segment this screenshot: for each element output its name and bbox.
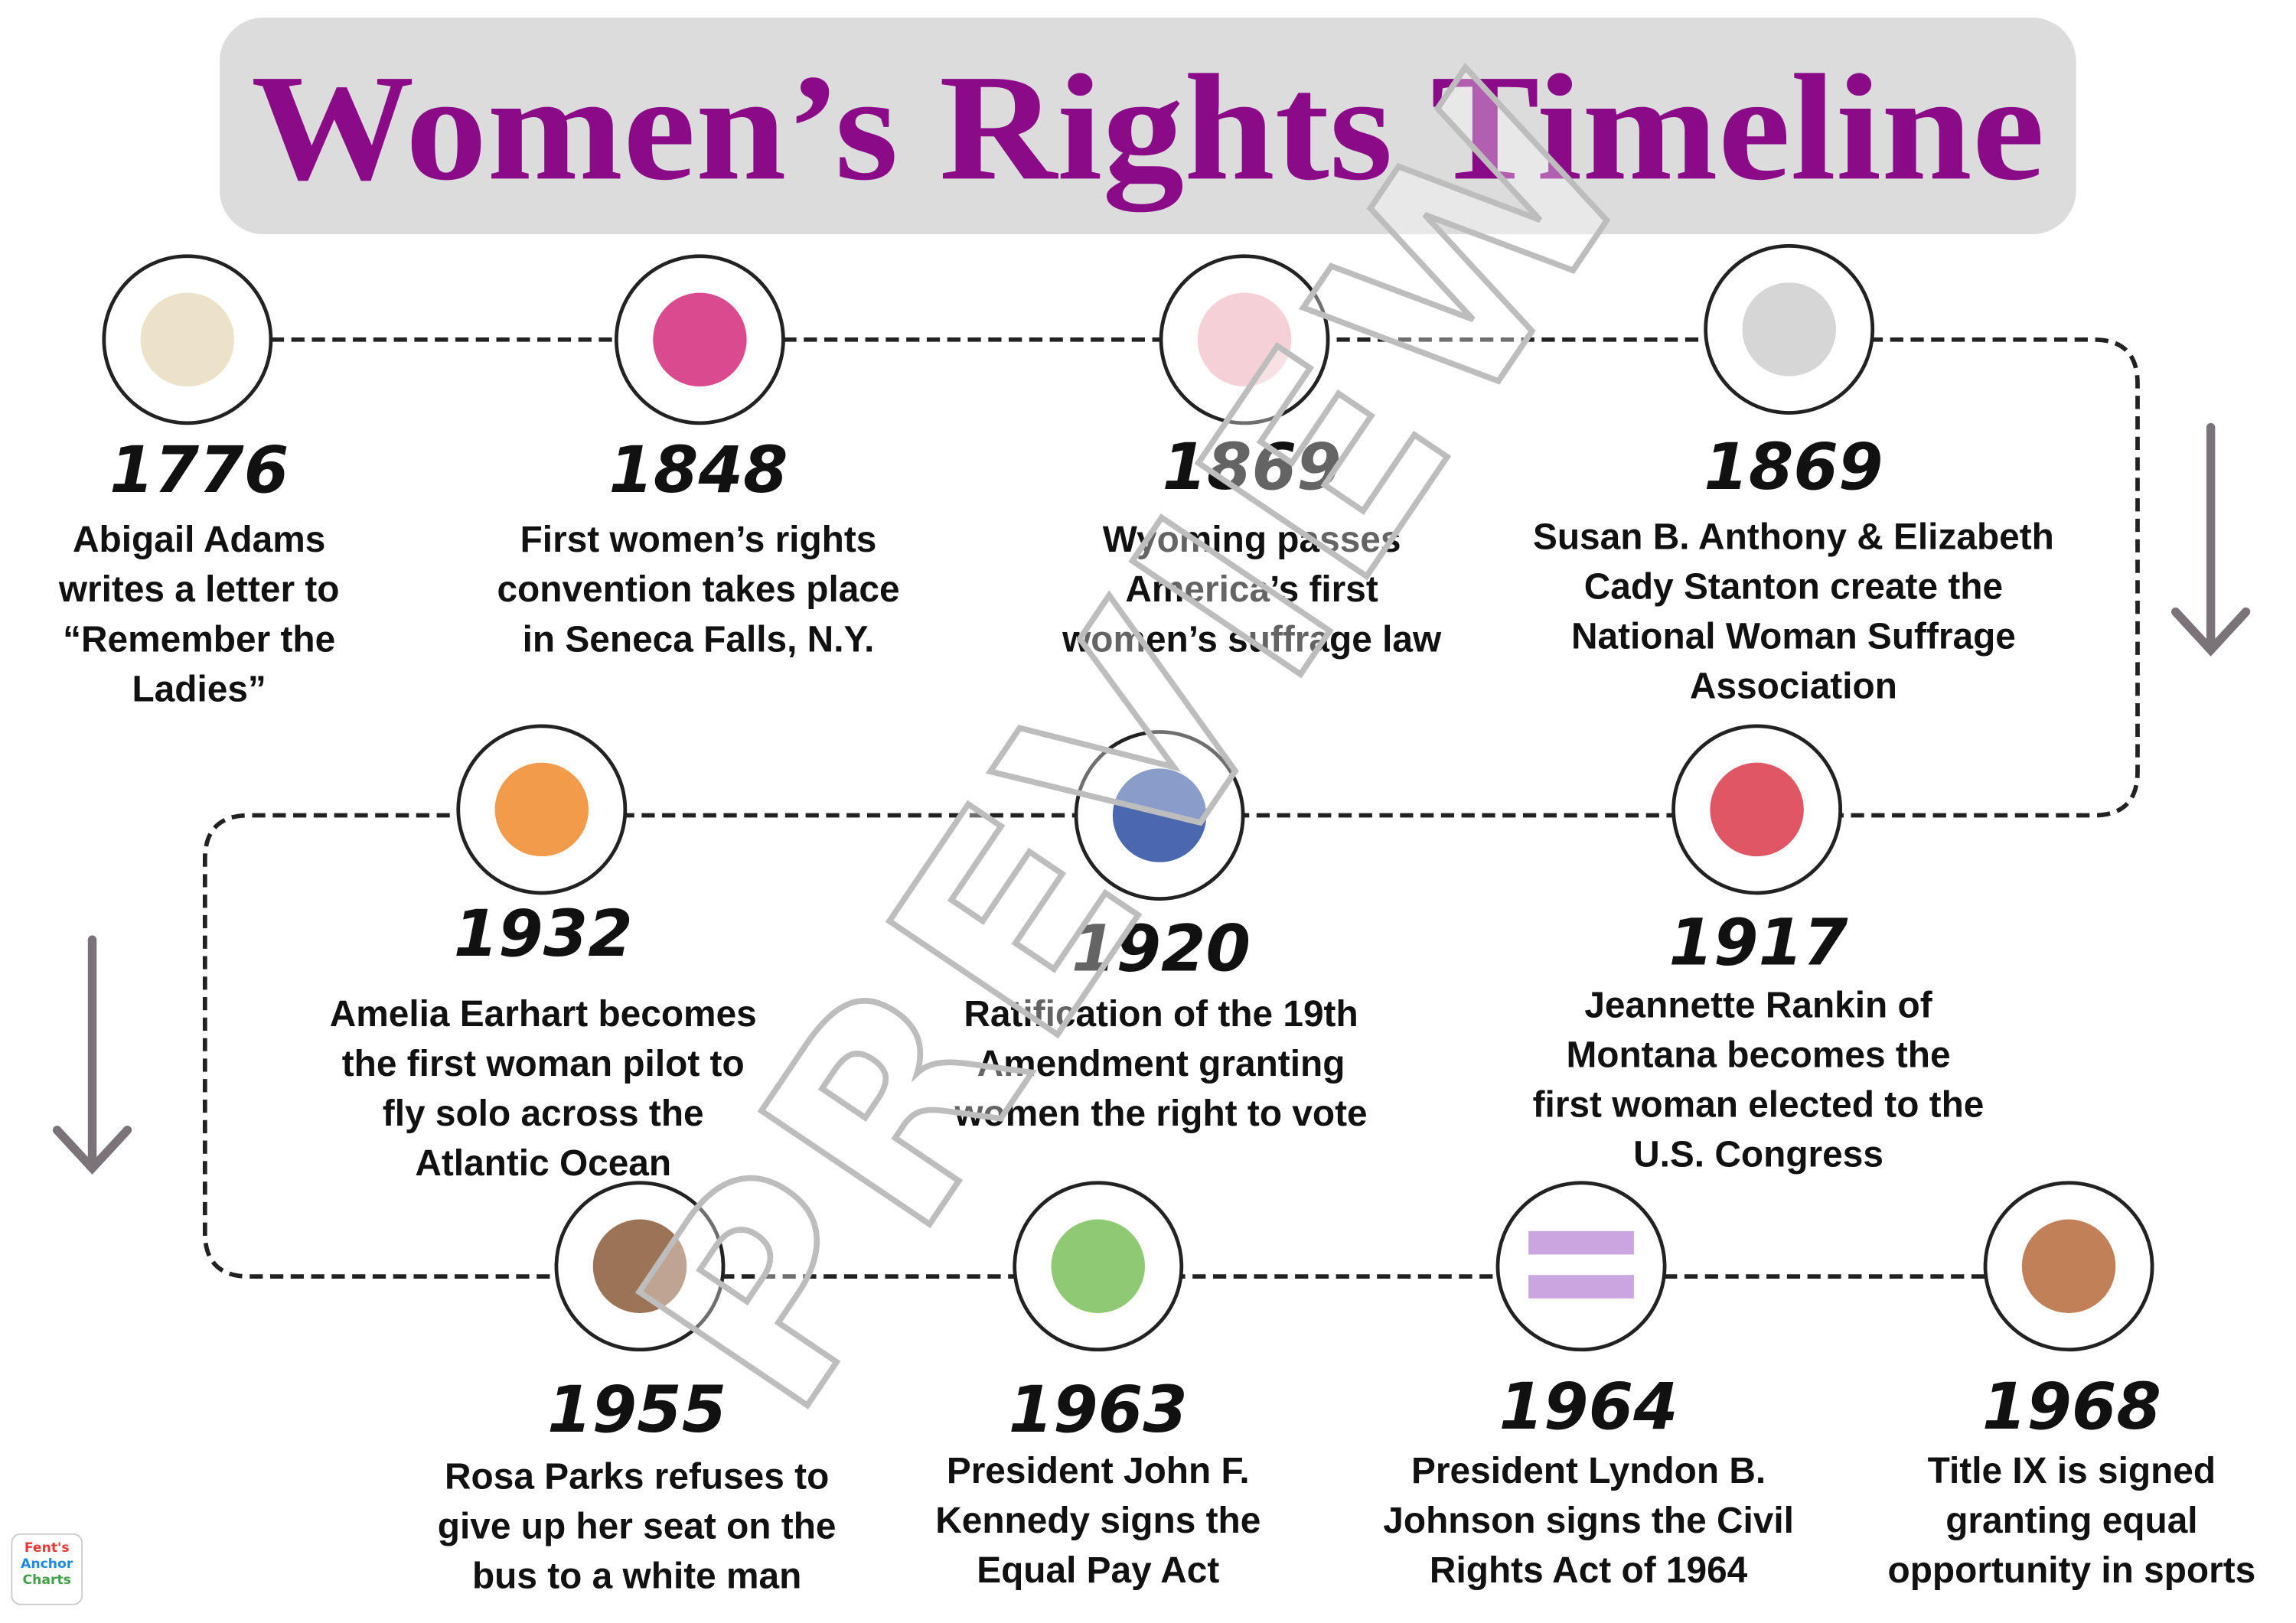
event-text: “Remember the [63,619,335,660]
event-circle [1495,1181,1667,1352]
event-text: Association [1690,666,1897,707]
event-year: 1955 [547,1372,726,1447]
event-icon [1710,762,1804,857]
event-text: Atlantic Ocean [415,1143,671,1184]
event-icon [1051,1219,1145,1313]
event-year: 1968 [1982,1369,2161,1444]
event-text: Cady Stanton create the [1584,566,2003,607]
event-text: convention takes place [497,569,899,610]
equals-icon [1528,1230,1634,1255]
event-text: Susan B. Anthony & Elizabeth [1533,517,2054,557]
event-icon [1112,768,1207,862]
layout: Women’s Rights Timeline 1776 Abigail Adam… [11,15,2256,1605]
event-text: Ratification of the 19th [964,994,1358,1035]
event-text: Montana becomes the [1566,1035,1950,1076]
event-year: 1917 [1668,905,1848,980]
event-text: Ladies” [132,669,266,709]
event-year: 1964 [1499,1369,1678,1444]
event-text: the first woman pilot to [342,1044,745,1084]
event-text: Amelia Earhart becomes [330,994,757,1035]
event-text: Kennedy signs the [935,1501,1261,1541]
event-text: Rosa Parks refuses to [445,1457,829,1498]
event-text: Jeannette Rankin of [1584,986,1932,1026]
title: Women’s Rights Timeline [251,44,2044,212]
event-year: 1848 [608,432,788,507]
event-icon [653,292,747,387]
event-text: Rights Act of 1964 [1430,1550,1748,1591]
title-box [219,17,2076,235]
event-text: bus to a white man [472,1556,801,1597]
event-text: women the right to vote [954,1093,1367,1134]
logo-box [11,1533,83,1605]
event-text: fly solo across the [383,1093,704,1134]
event-text: Abigail Adams [73,520,325,560]
event-year: 1963 [1009,1372,1188,1447]
event-text: writes a letter to [58,569,340,610]
event-text: U.S. Congress [1633,1135,1883,1175]
equals-icon [1528,1275,1634,1299]
event-text: first woman elected to the [1533,1085,1985,1126]
event-text: give up her seat on the [438,1507,837,1547]
event-text: Title IX is signed [1928,1451,2216,1491]
event-icon [2021,1219,2116,1313]
event-text: National Woman Suffrage [1571,616,2016,657]
arrow [52,422,2251,1175]
logo-text: Charts [22,1572,70,1588]
event-year: 1776 [109,432,289,507]
event-text: President John F. [947,1451,1250,1491]
logo-text: Fent's [24,1540,70,1556]
timeline-path [202,337,2140,1279]
event-text: First women’s rights [520,520,877,560]
event-icon [1197,292,1292,387]
event-icon [140,292,235,387]
logo-text: Anchor [21,1556,73,1572]
event-year: 1932 [454,896,633,971]
event-text: America’s first [1125,569,1378,610]
event-year: 1869 [1704,429,1883,504]
event-year: 1920 [1071,911,1251,986]
event-icon [592,1219,687,1313]
event-text: in Seneca Falls, N.Y. [523,619,875,660]
event-text: President Lyndon B. [1411,1451,1766,1491]
event-text: Johnson signs the Civil [1383,1501,1794,1541]
event-text: Equal Pay Act [977,1550,1219,1591]
event-text: Amendment granting [977,1044,1345,1084]
event-text: Wyoming passes [1103,520,1401,560]
event-icon [494,762,589,857]
event-year: 1869 [1162,429,1341,504]
event-text: women’s suffrage law [1062,619,1442,660]
event-text: opportunity in sports [1888,1550,2256,1591]
event-icon [1742,282,1836,376]
event-text: granting equal [1945,1501,2197,1541]
